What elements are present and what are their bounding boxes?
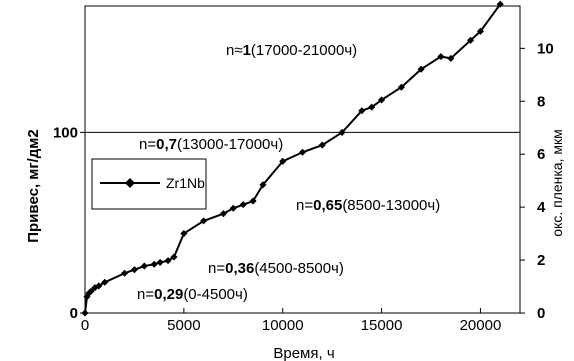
annotation-range: (8500-13000ч) — [342, 197, 440, 214]
x-axis-ticks: 0 5000 10000 15000 20000 — [81, 308, 501, 334]
plot-frame — [84, 5, 521, 314]
annotation-value: 1 — [243, 42, 251, 59]
data-point — [156, 258, 164, 266]
x-axis-label: Время, ч — [273, 345, 334, 361]
annotation: n=0,36(4500-8500ч) — [208, 260, 344, 277]
data-point — [298, 148, 307, 156]
series-layer — [81, 0, 504, 317]
annotation: n≈1(17000-21000ч) — [226, 42, 357, 59]
data-point — [101, 278, 109, 286]
data-point — [368, 103, 376, 111]
data-point — [121, 269, 129, 277]
annotation: n=0,65(8500-13000ч) — [296, 197, 440, 214]
data-point — [476, 27, 484, 35]
data-point — [417, 65, 425, 73]
data-point — [259, 181, 267, 189]
data-point — [219, 210, 227, 218]
legend-marker — [125, 178, 135, 188]
annotation-value: 0,29 — [154, 286, 183, 303]
annotation-prefix: n≈ — [226, 42, 243, 59]
y-tick-label: 100 — [53, 124, 78, 141]
annotation-prefix: n= — [208, 260, 225, 277]
data-point — [338, 128, 346, 136]
annotation-prefix: n= — [139, 136, 156, 153]
data-point — [447, 54, 455, 62]
data-point — [318, 141, 326, 149]
data-point — [358, 107, 366, 115]
x-tick-label: 15000 — [361, 317, 403, 334]
y2-tick-label: 10 — [537, 40, 554, 57]
data-point — [180, 230, 188, 238]
annotation-range: (13000-17000ч) — [177, 136, 283, 153]
y2-tick-label: 6 — [537, 146, 545, 163]
x-tick-label: 0 — [81, 317, 89, 334]
y2-tick-label: 2 — [537, 252, 545, 269]
data-point — [496, 0, 504, 8]
data-point — [81, 309, 89, 317]
data-point — [279, 157, 287, 165]
annotation-prefix: n= — [137, 286, 154, 303]
annotation-range: (0-4500ч) — [183, 286, 248, 303]
data-point — [437, 53, 445, 61]
annotation: n=0,7(13000-17000ч) — [139, 136, 283, 153]
y2-tick-label: 4 — [537, 199, 546, 216]
legend-label: Zr1Nb — [166, 175, 205, 191]
x-tick-label: 20000 — [460, 317, 502, 334]
data-point — [164, 257, 172, 265]
y-axis-ticks: 0 100 — [53, 124, 85, 322]
data-point — [467, 36, 475, 44]
legend: Zr1Nb — [91, 158, 207, 210]
y-tick-label: 0 — [70, 305, 78, 322]
x-tick-label: 5000 — [167, 317, 200, 334]
data-point — [229, 204, 237, 212]
annotation: n=0,29(0-4500ч) — [137, 286, 248, 303]
data-point — [249, 197, 257, 205]
data-point — [397, 83, 405, 91]
x-tick-label: 10000 — [262, 317, 304, 334]
annotation-value: 0,36 — [225, 260, 254, 277]
data-point — [378, 96, 386, 104]
y2-tick-label: 8 — [537, 93, 545, 110]
annotation-prefix: n= — [296, 197, 313, 214]
y2-axis-ticks: 0 2 4 6 8 10 — [520, 40, 554, 322]
axes — [84, 5, 521, 314]
annotation-range: (4500-8500ч) — [254, 260, 344, 277]
data-point — [95, 282, 103, 290]
y2-tick-label: 0 — [537, 305, 545, 322]
y-axis-label: Привес, мг/дм2 — [25, 129, 42, 242]
annotation-value: 0,7 — [156, 136, 177, 153]
annotations: n=0,29(0-4500ч)n=0,36(4500-8500ч)n=0,65(… — [137, 42, 440, 303]
data-point — [239, 201, 247, 209]
y2-axis-label: окс. пленка, мкм — [549, 129, 565, 237]
data-point — [150, 260, 158, 268]
data-point — [87, 287, 95, 295]
annotation-value: 0,65 — [313, 197, 342, 214]
data-point — [140, 262, 148, 270]
data-point — [130, 266, 138, 274]
data-point — [200, 217, 208, 225]
annotation-range: (17000-21000ч) — [251, 42, 357, 59]
